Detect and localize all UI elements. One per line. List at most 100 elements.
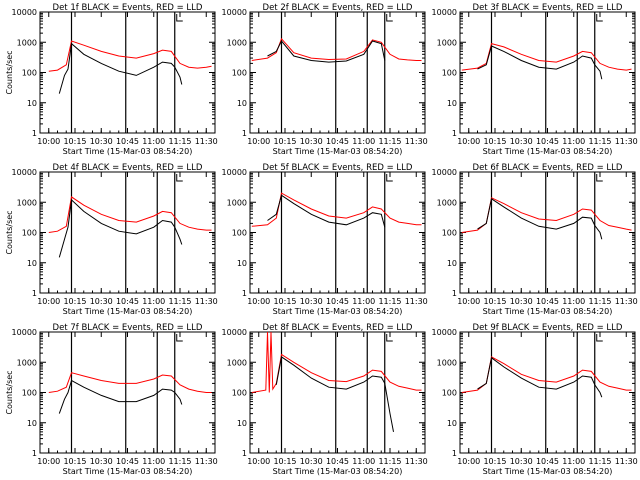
y-tick-label: 100 — [232, 229, 247, 238]
x-tick-label: 10:00 — [37, 297, 60, 306]
y-tick-label: 10000 — [12, 328, 37, 337]
x-tick-label: 10:45 — [116, 457, 139, 466]
x-tick-label: 11:00 — [562, 457, 585, 466]
plot-frame — [459, 331, 636, 454]
y-tick-label: 10000 — [432, 8, 457, 17]
x-axis-label: Start Time (15-Mar-03 08:54:20) — [273, 147, 403, 156]
y-tick-label: 10 — [237, 419, 247, 428]
y-tick-label: 100 — [442, 229, 457, 238]
x-tick-label: 11:00 — [352, 457, 375, 466]
chart-panel-9: Det 9f BLACK = Events, RED = LLD 1 10 100 10… — [432, 323, 638, 476]
chart-panel-5: Det 5f BLACK = Events, RED = LLD 1 10 100 10… — [222, 163, 428, 316]
lld-series-line — [461, 42, 632, 71]
y-tick-label: 10000 — [12, 168, 37, 177]
x-tick-label: 10:45 — [326, 297, 349, 306]
chart-panel-3: Det 3f BLACK = Events, RED = LLD 1 10 100 10… — [432, 3, 638, 156]
x-tick-label: 11:00 — [142, 137, 165, 146]
x-tick-label: 10:15 — [483, 297, 506, 306]
y-tick-label: 100 — [22, 69, 37, 78]
lld-series-line — [48, 372, 212, 393]
y-tick-label: 1 — [242, 289, 247, 298]
plot-frame — [459, 171, 636, 294]
x-tick-label: 11:15 — [378, 297, 401, 306]
events-series-line — [275, 356, 394, 432]
y-tick-label: 100 — [232, 389, 247, 398]
plot-frame — [249, 11, 426, 134]
y-axis-label: Counts/sec — [5, 50, 14, 94]
x-tick-label: 11:15 — [588, 297, 611, 306]
chart-title: Det 6f BLACK = Events, RED = LLD — [473, 163, 623, 173]
x-tick-label: 11:15 — [168, 297, 191, 306]
lld-series-line — [48, 40, 212, 72]
x-tick-label: 10:45 — [536, 457, 559, 466]
y-tick-label: 10 — [237, 99, 247, 108]
marker-bracket — [176, 334, 183, 342]
marker-bracket — [386, 334, 393, 342]
x-tick-label: 11:30 — [615, 137, 638, 146]
marker-bracket — [596, 14, 603, 22]
x-tick-label: 10:30 — [90, 457, 113, 466]
chart-title: Det 9f BLACK = Events, RED = LLD — [473, 323, 623, 333]
x-tick-label: 11:00 — [562, 137, 585, 146]
x-tick-label: 10:45 — [116, 297, 139, 306]
y-tick-label: 100 — [442, 389, 457, 398]
y-axis-label: Counts/sec — [5, 370, 14, 414]
marker-bracket — [596, 334, 603, 342]
marker-bracket — [596, 174, 603, 182]
chart-panel-2: Det 2f BLACK = Events, RED = LLD 1 10 100 10… — [222, 3, 428, 156]
y-tick-label: 10 — [27, 419, 37, 428]
x-tick-label: 10:30 — [510, 137, 533, 146]
y-tick-label: 1 — [32, 129, 37, 138]
events-series-line — [477, 356, 603, 398]
y-tick-label: 10 — [447, 99, 457, 108]
x-tick-label: 11:00 — [352, 137, 375, 146]
x-tick-label: 11:00 — [352, 297, 375, 306]
x-tick-label: 10:30 — [90, 297, 113, 306]
y-tick-label: 1 — [452, 289, 457, 298]
plot-frame — [39, 331, 216, 454]
y-tick-label: 1000 — [17, 198, 37, 207]
y-tick-label: 10 — [237, 259, 247, 268]
y-tick-label: 10 — [447, 259, 457, 268]
x-tick-label: 11:00 — [142, 457, 165, 466]
x-tick-label: 11:15 — [588, 137, 611, 146]
marker-bracket — [386, 174, 393, 182]
x-tick-label: 10:30 — [300, 297, 323, 306]
marker-bracket — [176, 14, 183, 22]
x-tick-label: 10:15 — [483, 457, 506, 466]
x-tick-label: 10:15 — [273, 137, 296, 146]
x-tick-label: 11:30 — [195, 137, 218, 146]
x-tick-label: 11:00 — [142, 297, 165, 306]
x-tick-label: 10:00 — [247, 137, 270, 146]
x-tick-label: 11:00 — [562, 297, 585, 306]
x-axis-label: Start Time (15-Mar-03 08:54:20) — [483, 467, 613, 476]
events-series-line — [58, 379, 183, 414]
y-tick-label: 10 — [27, 259, 37, 268]
x-tick-label: 10:00 — [457, 297, 480, 306]
lld-series-line — [461, 356, 632, 393]
y-tick-label: 100 — [232, 69, 247, 78]
y-tick-label: 10000 — [12, 8, 37, 17]
x-tick-label: 10:15 — [63, 297, 86, 306]
chart-panel-7: Det 7f BLACK = Events, RED = LLD 1 10 100 10… — [5, 323, 218, 476]
y-tick-label: 10000 — [222, 328, 247, 337]
events-series-line — [267, 194, 386, 228]
x-tick-label: 10:30 — [300, 457, 323, 466]
y-tick-label: 1000 — [227, 198, 247, 207]
y-tick-label: 10000 — [432, 328, 457, 337]
x-tick-label: 10:00 — [37, 137, 60, 146]
x-axis-label: Start Time (15-Mar-03 08:54:20) — [273, 467, 403, 476]
x-tick-label: 10:00 — [457, 457, 480, 466]
x-tick-label: 10:00 — [247, 297, 270, 306]
y-tick-label: 10 — [447, 419, 457, 428]
x-tick-label: 10:30 — [510, 457, 533, 466]
events-series-line — [477, 45, 603, 80]
plot-frame — [459, 11, 636, 134]
y-tick-label: 1 — [242, 129, 247, 138]
x-tick-label: 10:00 — [247, 457, 270, 466]
x-tick-label: 10:15 — [63, 137, 86, 146]
events-series-line — [267, 40, 386, 63]
x-axis-label: Start Time (15-Mar-03 08:54:20) — [273, 307, 403, 316]
y-tick-label: 1 — [452, 129, 457, 138]
